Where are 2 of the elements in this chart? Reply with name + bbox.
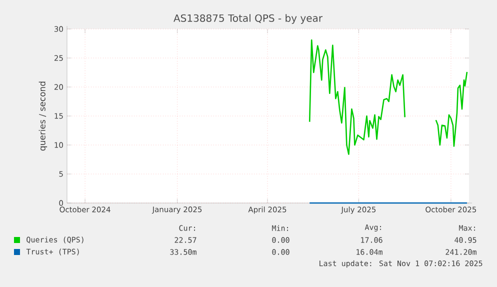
chart-title: AS138875 Total QPS - by year bbox=[174, 14, 323, 24]
y-axis-title: queries / second bbox=[38, 82, 48, 151]
